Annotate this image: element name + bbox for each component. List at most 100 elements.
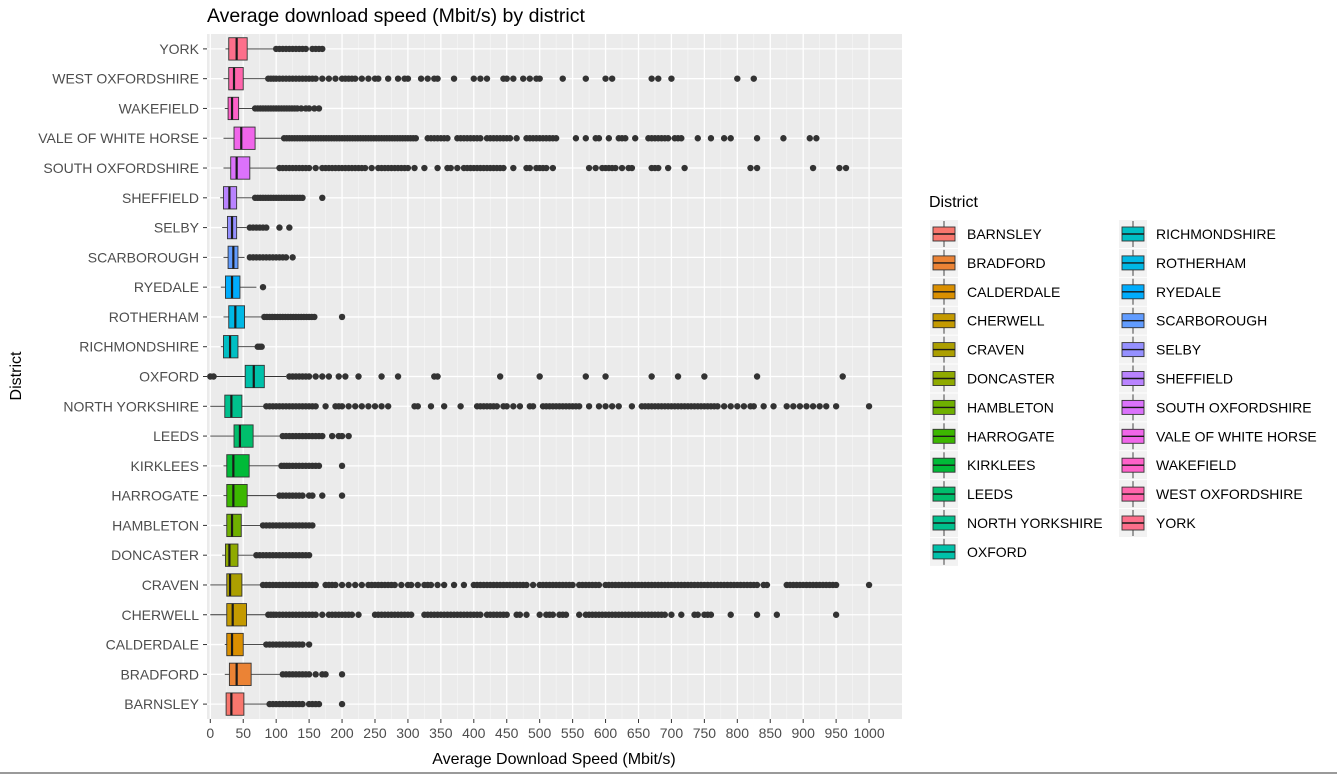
y-tick-label: WEST OXFORDSHIRE (52, 71, 199, 87)
outlier-point (734, 75, 741, 82)
box-north-yorkshire (210, 394, 873, 418)
outlier-point (714, 403, 721, 410)
box-calderdale (224, 632, 313, 657)
box-cherwell (210, 603, 840, 627)
outlier-point (608, 403, 616, 410)
outlier-point (582, 373, 589, 380)
outlier-point (770, 403, 777, 410)
legend-label: KIRKLEES (967, 457, 1035, 473)
outlier-point (585, 403, 593, 410)
x-tick-label: 300 (396, 725, 420, 741)
outlier-point (543, 164, 550, 172)
outlier-point (595, 581, 603, 589)
y-tick-label: RYEDALE (134, 279, 199, 295)
legend-label: BARNSLEY (967, 226, 1042, 242)
outlier-point (510, 403, 517, 410)
outlier-point (408, 581, 415, 589)
x-tick-label: 550 (561, 725, 585, 741)
outlier-point (674, 373, 682, 380)
y-tick-label: BARNSLEY (124, 696, 199, 712)
outlier-point (631, 135, 639, 142)
outlier-point (311, 313, 318, 321)
outlier-point (816, 403, 823, 410)
legend-item-north-yorkshire: NORTH YORKSHIRE (930, 509, 1103, 537)
x-tick-label: 100 (264, 725, 288, 741)
outlier-point (440, 403, 448, 410)
outlier-point (734, 403, 741, 410)
legend-item-craven: CRAVEN (930, 335, 1024, 364)
outlier-point (513, 135, 520, 142)
outlier-point (740, 403, 748, 410)
outlier-point (678, 135, 685, 142)
outlier-point (342, 373, 349, 380)
outlier-point (753, 373, 761, 380)
outlier-point (434, 373, 441, 380)
outlier-point (510, 164, 517, 172)
box-body (226, 632, 244, 657)
y-tick-label: CALDERDALE (106, 637, 199, 653)
outlier-point (664, 135, 672, 142)
box-body (225, 692, 245, 716)
outlier-point (375, 75, 382, 82)
outlier-point (421, 164, 428, 172)
outlier-point (661, 611, 669, 618)
outlier-point (707, 611, 715, 618)
legend-label: HARROGATE (967, 428, 1055, 444)
outlier-point (315, 462, 323, 470)
outlier-point (536, 611, 543, 618)
outlier-point (328, 432, 336, 440)
boxes-layer (207, 37, 873, 716)
outlier-point (602, 373, 609, 380)
outlier-point (842, 164, 850, 172)
box-ryedale (220, 275, 267, 299)
box-rotherham (223, 305, 346, 329)
outlier-point (585, 164, 593, 172)
outlier-point (319, 492, 326, 499)
outlier-point (417, 75, 425, 82)
outlier-point (378, 403, 385, 410)
box-body (226, 484, 248, 508)
x-tick-label: 650 (627, 725, 651, 741)
outlier-point (312, 671, 319, 678)
legend-item-leeds: LEEDS (930, 480, 1013, 509)
legend-item-calderdale: CALDERDALE (930, 277, 1060, 306)
legend-item-south-oxfordshire: SOUTH OXFORDSHIRE (1119, 393, 1312, 422)
x-tick-label: 150 (297, 725, 321, 741)
box-body (230, 156, 251, 180)
outlier-point (832, 403, 840, 410)
y-tick-label: NORTH YORKSHIRE (63, 398, 199, 414)
outlier-point (259, 283, 267, 291)
outlier-point (352, 75, 359, 82)
box-vale-of-white-horse (223, 126, 820, 150)
outlier-point (302, 45, 310, 53)
outlier-point (608, 75, 616, 82)
legend: District BARNSLEY BRADFORD CALDERDALE CHERW… (929, 194, 1317, 566)
outlier-point (572, 135, 580, 142)
outlier-point (813, 135, 820, 142)
outlier-point (559, 75, 566, 82)
outlier-point (384, 75, 392, 82)
outlier-point (315, 700, 323, 708)
outlier-point (605, 135, 613, 142)
outlier-point (516, 611, 524, 618)
y-axis-ticks: BARNSLEY BRADFORD CALDERDALE CHERWELL CRAVEN… (38, 41, 207, 712)
outlier-point (720, 403, 728, 410)
outlier-point (299, 194, 306, 202)
x-tick-label: 350 (429, 725, 453, 741)
outlier-point (694, 135, 701, 142)
bottom-divider (0, 772, 1337, 774)
box-body (228, 662, 252, 686)
outlier-point (424, 75, 431, 82)
box-body (226, 454, 250, 478)
outlier-point (865, 403, 873, 410)
box-bradford (224, 662, 346, 686)
outlier-point (408, 611, 415, 618)
outlier-point (865, 581, 873, 589)
outlier-point (483, 75, 491, 82)
outlier-point (668, 75, 675, 82)
chart-title: Average download speed (Mbit/s) by distr… (207, 5, 585, 27)
outlier-point (412, 135, 420, 142)
outlier-point (747, 164, 754, 172)
y-tick-label: BRADFORD (120, 666, 199, 682)
